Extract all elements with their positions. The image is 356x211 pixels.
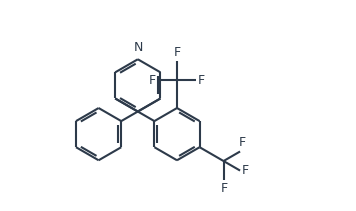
- Text: N: N: [134, 41, 143, 54]
- Text: F: F: [149, 74, 156, 87]
- Text: F: F: [173, 46, 180, 59]
- Text: F: F: [198, 74, 205, 87]
- Text: F: F: [221, 182, 228, 195]
- Text: F: F: [239, 137, 246, 149]
- Text: F: F: [242, 164, 249, 177]
